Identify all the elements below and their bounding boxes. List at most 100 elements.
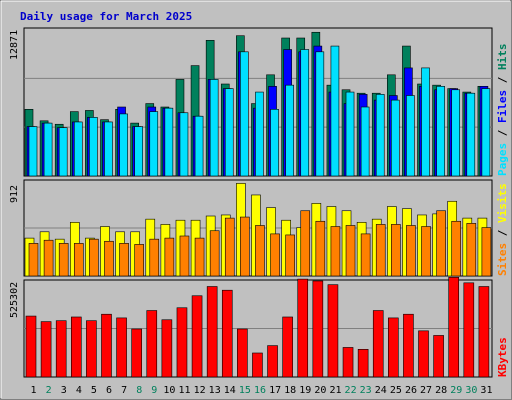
pages-bar [73,121,83,177]
day-label: 16 [254,385,266,396]
kbytes-bar [70,316,82,378]
pages-bar [315,51,325,177]
sites-bar [391,224,401,277]
sites-bar [315,220,326,277]
sites-bar [300,210,311,277]
kbytes-bar [237,328,248,378]
pages-bar [255,91,264,177]
kbytes-bar [176,307,188,378]
pages-bar [436,86,445,177]
day-label: 29 [450,385,462,396]
day-label: 22 [345,385,357,396]
pages-bar [58,127,68,177]
legend-files: Files [496,90,509,123]
sites-bar [345,225,356,277]
sites-bar [240,216,250,277]
sites-bar [481,227,492,277]
pages-bar [481,88,491,177]
pages-bar [179,112,189,177]
kbytes-bar [267,345,278,378]
sites-bar [149,238,160,277]
kbytes-bar [342,347,354,378]
pages-bar [451,89,461,177]
pages-bar [300,49,310,177]
pages-bar [119,113,128,177]
day-label: 9 [151,385,157,396]
kbytes-bar [357,349,369,378]
legend-sep-1: / [496,123,509,143]
day-label: 13 [209,385,221,396]
pages-bar [209,79,219,177]
day-label: 28 [435,385,447,396]
day-label: 30 [465,385,477,396]
kbytes-bar [146,310,158,378]
day-label: 15 [239,385,251,396]
pages-bar [194,115,204,177]
sites-bar [285,234,295,277]
chart-title: Daily usage for March 2025 [20,10,192,23]
kbytes-bar [101,313,112,378]
day-label: 25 [390,385,402,396]
sites-bar [330,226,341,277]
pages-bar [43,122,53,177]
kbytes-bar [433,335,444,378]
kbytes-bar [252,352,263,378]
sites-bar [406,225,416,277]
pages-bar [134,126,143,177]
day-label: 19 [299,385,311,396]
middle-max-label: 912 [9,185,20,203]
sites-bar [164,237,175,277]
day-label: 21 [329,385,341,396]
kbytes-bar [25,315,37,378]
day-label: 11 [178,385,190,396]
pages-bar [360,106,370,177]
day-label: 31 [480,385,492,396]
day-label: 18 [284,385,296,396]
kbytes-bar [116,317,127,378]
day-label: 17 [269,385,281,396]
sites-bar [194,237,205,277]
kbytes-bar [221,289,233,378]
panel-sites-visits [23,179,493,277]
pages-bar [375,94,385,177]
kbytes-bar [297,278,309,378]
kbytes-bar [327,284,339,378]
sites-bar [58,243,69,277]
pages-bar [421,67,430,177]
day-label: 5 [91,385,97,396]
sites-bar [119,243,129,277]
day-label: 14 [224,385,236,396]
top-max-label: 12871 [9,30,20,60]
legend-kbytes: KBytes [496,337,509,377]
panel-kbytes [23,276,493,378]
day-label: 20 [314,385,326,396]
day-label: 8 [136,385,142,396]
sites-bar [89,238,99,277]
sites-bar [360,233,371,277]
day-label: 27 [420,385,432,396]
legend-visits: Visits [496,183,509,223]
kbytes-bar [463,282,475,378]
sites-bar [436,210,446,277]
day-label: 2 [46,385,52,396]
middle-legend: Sites / Visits [496,183,509,276]
legend-sep-2: / [496,70,509,90]
kbytes-bar [403,313,414,378]
day-label: 7 [121,385,127,396]
sites-bar [134,244,144,277]
sites-bar [375,224,386,277]
pages-bar [330,45,340,177]
pages-bar [406,95,415,177]
pages-bar [240,51,249,177]
sites-bar [451,220,462,277]
sites-bar [179,235,190,277]
pages-bar [285,84,294,177]
panel-hits-files-pages [23,27,493,177]
bottom-max-label: 525302 [9,282,20,318]
sites-bar [255,225,265,277]
day-label: 12 [194,385,206,396]
day-label: 10 [163,385,175,396]
pages-bar [104,121,113,177]
legend-sites: Sites [496,243,509,276]
